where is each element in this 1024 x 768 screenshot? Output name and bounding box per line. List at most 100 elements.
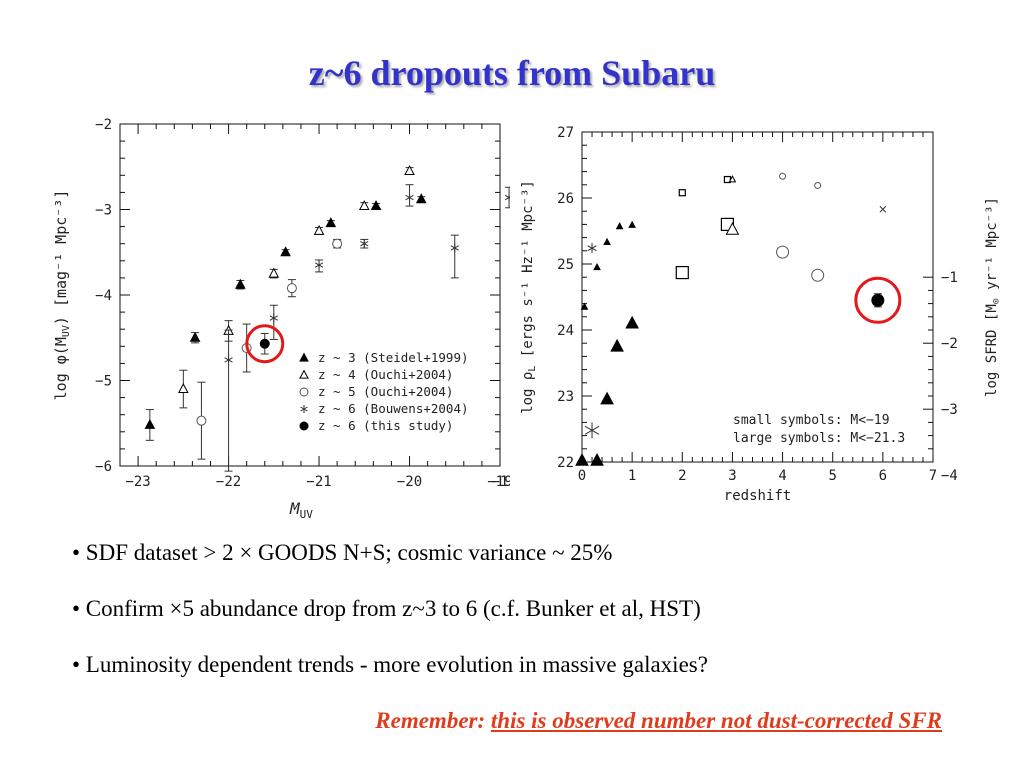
legend: z ~ 3 (Steidel+1999) z ~ 4 (Ouchi+2004) z … <box>299 350 469 433</box>
legend-label: z ~ 4 (Ouchi+2004) <box>318 367 453 382</box>
y2-label-part: log SFRD [M <box>984 304 1000 397</box>
star-formation-history-chart: 01234567222324252627−5−4−3−2−1redshiftlo… <box>520 125 1002 504</box>
data-point <box>615 222 624 230</box>
y2-label-part: yr⁻¹ Mpc⁻³] <box>984 197 1000 298</box>
y-label-part: [ergs s⁻¹ Hz⁻¹ Mpc⁻³] <box>520 180 536 365</box>
y2-label-sub: ⊙ <box>991 298 1002 304</box>
slide-title: z~6 dropouts from Subaru <box>308 53 716 93</box>
bullet-item: • SDF dataset > 2 × GOODS N+S; cosmic va… <box>72 540 613 565</box>
data-point <box>268 267 280 278</box>
data-point <box>360 239 369 249</box>
x-axis-label: redshift <box>724 488 791 504</box>
bullet-item: • Confirm ×5 abundance drop from z~3 to … <box>72 596 701 621</box>
data-point <box>628 220 636 228</box>
x-tick-label: 6 <box>879 468 887 484</box>
remember-lead: Remember: <box>375 708 486 733</box>
x-tick-label: 1 <box>628 468 636 484</box>
legend-label: z ~ 6 (this study) <box>318 418 453 433</box>
highlight-circle <box>245 324 285 364</box>
data-series <box>259 332 270 355</box>
data-point <box>603 237 611 246</box>
data-point <box>269 313 278 323</box>
bullet-item: • Luminosity dependent trends - more evo… <box>72 652 708 677</box>
highlight-circle <box>854 276 902 324</box>
chart-annotation: large symbols: M<−21.3 <box>733 431 905 446</box>
data-point <box>196 415 207 426</box>
y-tick-label: 23 <box>557 389 574 405</box>
data-point <box>871 293 885 307</box>
data-point <box>189 331 201 342</box>
y-tick-label: 22 <box>557 455 574 471</box>
y2-tick-label: −4 <box>941 468 958 484</box>
y2-tick-label: −3 <box>941 402 958 418</box>
data-point <box>625 315 639 329</box>
x-tick-label: 4 <box>778 468 786 484</box>
data-point <box>299 369 309 379</box>
x-tick-label: −20 <box>397 474 422 490</box>
data-point <box>234 278 246 289</box>
data-point <box>450 243 459 253</box>
x-tick-label: −19 <box>487 474 510 490</box>
bullet-list: • SDF dataset > 2 × GOODS N+S; cosmic va… <box>72 540 972 708</box>
y-axis-label: log φ(MUV) [mag⁻¹ Mpc⁻³] <box>52 190 72 401</box>
data-point <box>678 189 686 197</box>
data-point <box>675 265 689 280</box>
data-point <box>504 193 510 203</box>
data-point <box>405 193 414 203</box>
data-point <box>580 302 589 310</box>
x-tick-label: 0 <box>578 468 586 484</box>
data-point <box>286 283 297 294</box>
data-point <box>814 181 822 189</box>
data-point <box>415 193 427 204</box>
y-tick-label: 25 <box>557 257 574 273</box>
y-tick-label: 27 <box>557 125 574 141</box>
data-point <box>610 338 624 352</box>
data-point <box>879 205 887 213</box>
y-tick-label: 24 <box>557 323 574 339</box>
data-point <box>280 246 291 257</box>
y-label-sub: UV <box>61 325 72 337</box>
x-tick-label: 7 <box>929 468 937 484</box>
y-label-part: ) [mag⁻¹ Mpc⁻³] <box>52 190 70 325</box>
y2-axis-label: log SFRD [M⊙ yr⁻¹ Mpc⁻³] <box>984 197 1002 397</box>
x-tick-label: 5 <box>828 468 836 484</box>
y-tick-label: −3 <box>95 203 112 219</box>
data-point <box>811 268 825 282</box>
chart-annotation: small symbols: M<−19 <box>733 413 890 428</box>
data-point <box>259 338 270 349</box>
data-series <box>144 193 427 441</box>
y-tick-label: −2 <box>95 117 112 133</box>
y-label-part: log φ(M <box>52 337 70 400</box>
legend-label: z ~ 3 (Steidel+1999) <box>318 350 469 365</box>
y-tick-label: −6 <box>95 459 112 475</box>
remember-note: Remember: this is observed number not du… <box>0 708 942 734</box>
data-point <box>728 175 737 183</box>
data-point <box>300 405 308 413</box>
x-tick-label: −21 <box>306 474 331 490</box>
data-point <box>314 260 324 270</box>
x-tick-label: 3 <box>728 468 736 484</box>
y2-tick-label: −2 <box>941 336 958 352</box>
data-point <box>177 383 189 394</box>
data-point <box>299 387 309 397</box>
data-point <box>590 453 604 466</box>
y2-tick-label: −1 <box>941 270 958 286</box>
data-point <box>325 217 337 228</box>
y-axis-label: log ρL [ergs s⁻¹ Hz⁻¹ Mpc⁻³] <box>520 180 538 414</box>
data-point <box>776 245 790 259</box>
y-label-sub: L <box>527 366 538 372</box>
data-point <box>600 391 614 405</box>
data-point <box>587 243 597 254</box>
data-point <box>313 224 325 235</box>
data-point <box>299 421 309 431</box>
plot-frame <box>581 131 934 463</box>
y-tick-label: −5 <box>95 374 112 390</box>
x-tick-label: −22 <box>216 474 241 490</box>
data-point <box>725 222 740 235</box>
data-point <box>779 172 787 180</box>
x-tick-label: 2 <box>678 468 686 484</box>
x-axis-label: MUV <box>289 499 313 521</box>
data-point <box>575 453 589 466</box>
data-point <box>370 200 382 211</box>
